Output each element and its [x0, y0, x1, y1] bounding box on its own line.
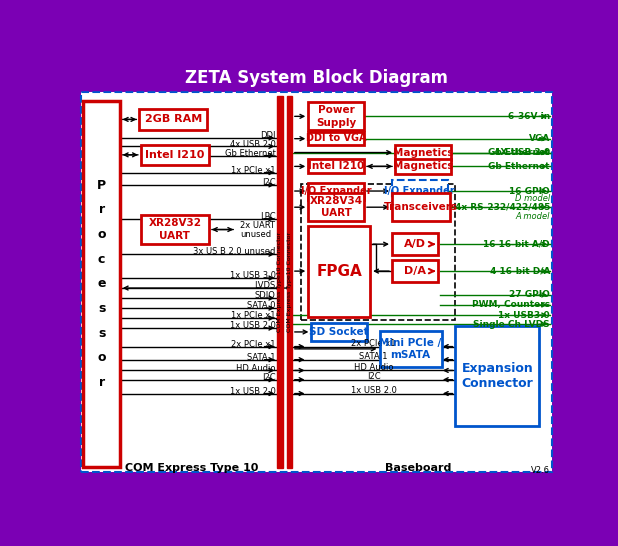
Text: 1x USB 2.0: 1x USB 2.0 [230, 321, 276, 330]
Text: Magnetics: Magnetics [392, 162, 453, 171]
Bar [395, 145, 451, 160]
Text: FPGA: FPGA [316, 264, 362, 278]
Text: 4X USB 2.0: 4X USB 2.0 [494, 148, 550, 157]
Text: Magnetics: Magnetics [392, 147, 453, 158]
Text: D/A: D/A [404, 266, 426, 276]
Bar [141, 145, 209, 165]
Text: SD Socket: SD Socket [310, 327, 369, 337]
Text: XR28V34
UART: XR28V34 UART [310, 196, 363, 218]
Text: SDIO: SDIO [255, 291, 276, 300]
Text: r: r [99, 204, 104, 216]
Text: 16 16-bit A/D: 16 16-bit A/D [483, 240, 550, 248]
Bar [287, 96, 292, 468]
Bar [277, 96, 282, 468]
Text: r: r [99, 376, 104, 389]
Text: e: e [98, 277, 106, 290]
Text: LVDS: LVDS [255, 281, 276, 290]
Text: I2C: I2C [367, 372, 381, 381]
Text: I2C: I2C [262, 178, 276, 187]
Bar [141, 215, 209, 244]
Text: Intel I210: Intel I210 [308, 162, 364, 171]
Text: Gb Ethernet: Gb Ethernet [488, 148, 550, 157]
Bar [308, 159, 364, 173]
Text: Intel I210: Intel I210 [145, 150, 205, 160]
Text: HD Audio: HD Audio [236, 364, 276, 372]
Bar [392, 180, 447, 202]
Text: Transceivers: Transceivers [384, 202, 458, 212]
Bar [308, 193, 364, 221]
Text: A/D: A/D [404, 239, 426, 249]
Text: COM Express Type10 Connector: COM Express Type10 Connector [287, 232, 292, 332]
Bar [308, 225, 370, 317]
Bar [308, 182, 364, 199]
Bar [392, 233, 438, 255]
Text: s: s [98, 327, 105, 340]
Text: Mini PCIe /
mSATA: Mini PCIe / mSATA [379, 337, 442, 360]
Text: unused: unused [240, 230, 271, 239]
Text: Gb Ethernet: Gb Ethernet [488, 162, 550, 171]
Bar [308, 103, 364, 130]
Text: 4x USB 2.0: 4x USB 2.0 [230, 140, 276, 149]
Bar [392, 260, 438, 282]
Text: 1x USB 2.0: 1x USB 2.0 [351, 386, 397, 395]
Text: SATA 1: SATA 1 [360, 352, 388, 361]
Text: I/O Expander: I/O Expander [384, 186, 455, 196]
Bar [308, 132, 364, 145]
Text: V2.6: V2.6 [531, 466, 550, 475]
Bar [83, 101, 120, 467]
Text: o: o [98, 351, 106, 364]
Text: 1x USB 3.0: 1x USB 3.0 [230, 271, 276, 280]
Text: Baseboard: Baseboard [385, 463, 451, 473]
Text: LPC: LPC [260, 212, 276, 221]
Bar [395, 159, 451, 174]
Text: 16 GPIO: 16 GPIO [509, 187, 550, 195]
Text: 6-36V in: 6-36V in [508, 112, 550, 121]
Text: HD Audio: HD Audio [354, 363, 394, 372]
Bar [455, 326, 539, 426]
Text: 4 16-bit D/A: 4 16-bit D/A [489, 266, 550, 276]
Text: 1x PCIe x1: 1x PCIe x1 [231, 166, 276, 175]
Text: 2x PCIe x1: 2x PCIe x1 [231, 340, 276, 349]
Text: 1x USB3.0: 1x USB3.0 [498, 311, 550, 319]
Text: XR28V32
UART: XR28V32 UART [148, 218, 201, 241]
Text: 1x PCIe x1: 1x PCIe x1 [231, 311, 276, 321]
Text: Gb Ethernet: Gb Ethernet [225, 149, 276, 158]
Text: COM Express Type 10: COM Express Type 10 [125, 463, 259, 473]
Text: COM Express Type10 Connector: COM Express Type10 Connector [277, 232, 282, 332]
Text: 2x UART: 2x UART [240, 221, 275, 230]
Bar [311, 323, 367, 341]
Text: DDI to VGA: DDI to VGA [306, 133, 366, 143]
Text: DDI: DDI [260, 131, 276, 140]
Bar [392, 193, 450, 221]
Text: Single Ch LVDS: Single Ch LVDS [473, 320, 550, 329]
Text: I/O Expander: I/O Expander [301, 186, 371, 196]
Bar [301, 184, 455, 321]
Text: ZETA System Block Diagram: ZETA System Block Diagram [185, 69, 448, 87]
Text: 3x US B 2.0 unused: 3x US B 2.0 unused [193, 247, 276, 257]
Text: Power
Supply: Power Supply [316, 105, 356, 128]
Bar [77, 66, 556, 90]
Text: SATA 0: SATA 0 [247, 301, 276, 310]
Text: 1x USB 2.0: 1x USB 2.0 [230, 387, 276, 396]
Text: D model: D model [515, 194, 550, 203]
Text: 4x RS-232/422/485: 4x RS-232/422/485 [455, 203, 550, 212]
Text: SATA 1: SATA 1 [247, 353, 276, 362]
Text: 2GB RAM: 2GB RAM [145, 115, 202, 124]
Text: A model: A model [515, 212, 550, 221]
Text: o: o [98, 228, 106, 241]
Text: P: P [97, 179, 106, 192]
Text: 2x PCIe x1: 2x PCIe x1 [352, 339, 396, 348]
Text: s: s [98, 302, 105, 315]
Bar [139, 109, 208, 130]
Text: PWM, Counters: PWM, Counters [472, 300, 550, 310]
Bar [77, 473, 556, 486]
Text: c: c [98, 253, 105, 266]
Bar [379, 331, 441, 366]
Text: VGA: VGA [528, 134, 550, 143]
Text: 27 GPIO: 27 GPIO [509, 290, 550, 299]
Text: Expansion
Connector: Expansion Connector [462, 362, 533, 390]
Text: I2C: I2C [262, 373, 276, 382]
